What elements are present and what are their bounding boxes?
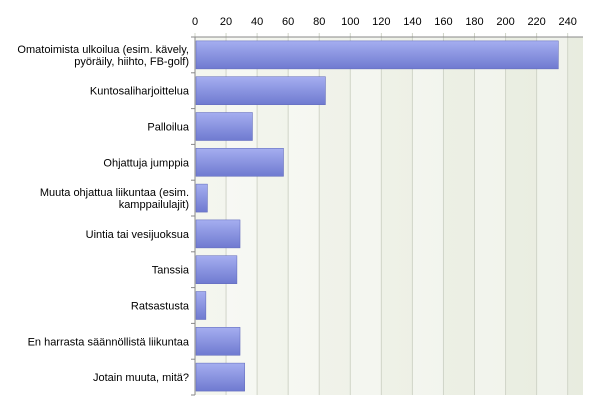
x-tick-label: 80 bbox=[313, 16, 325, 28]
category-label: Palloilua bbox=[147, 122, 189, 134]
x-tick-label: 20 bbox=[220, 16, 232, 28]
category-label: Jotain muuta, mitä? bbox=[93, 372, 189, 384]
x-tick-label: 180 bbox=[465, 16, 483, 28]
bar bbox=[195, 291, 207, 320]
category-label: kamppailulajit) bbox=[119, 199, 189, 211]
bar bbox=[195, 219, 241, 249]
grid-band bbox=[536, 37, 568, 395]
grid-band bbox=[412, 37, 444, 395]
x-tick-label: 0 bbox=[192, 16, 198, 28]
x-tick-label: 100 bbox=[341, 16, 359, 28]
x-tick-label: 120 bbox=[372, 16, 390, 28]
category-label: Tanssia bbox=[152, 265, 190, 277]
category-label: En harrasta säännöllistä liikuntaa bbox=[28, 336, 190, 348]
grid-band bbox=[350, 37, 382, 395]
x-tick-label: 40 bbox=[251, 16, 263, 28]
bar bbox=[195, 183, 208, 213]
category-label: Kuntosaliharjoittelua bbox=[90, 86, 190, 98]
category-label: Omatoimista ulkoilua (esim. kävely, bbox=[17, 44, 189, 56]
bar bbox=[195, 148, 284, 177]
axes bbox=[191, 36, 583, 396]
x-tick-label: 200 bbox=[496, 16, 514, 28]
category-label: Muuta ohjattua liikuntaa (esim. bbox=[40, 187, 189, 199]
x-tick-label: 160 bbox=[434, 16, 452, 28]
bar bbox=[195, 327, 241, 356]
x-tick-label: 240 bbox=[558, 16, 576, 28]
category-label: pyöräily, hiihto, FB-golf) bbox=[74, 56, 189, 68]
bar bbox=[195, 255, 238, 284]
bar bbox=[195, 362, 245, 392]
bar bbox=[195, 112, 253, 141]
bar bbox=[195, 40, 559, 70]
bar bbox=[195, 76, 326, 105]
grid-band bbox=[474, 37, 506, 395]
x-axis-tick-labels: 0 20 40 60 80 100 120 140 160 180 200 220 240 bbox=[192, 16, 577, 28]
category-label: Ohjattuja jumppia bbox=[103, 157, 189, 169]
category-label: Uintia tai vesijuoksua bbox=[86, 229, 190, 241]
bars bbox=[195, 40, 559, 392]
x-tick-label: 220 bbox=[527, 16, 545, 28]
x-tick-label: 140 bbox=[403, 16, 421, 28]
category-label: Ratsastusta bbox=[131, 301, 190, 313]
category-labels: Omatoimista ulkoilua (esim. kävely,pyörä… bbox=[17, 44, 189, 384]
x-tick-label: 60 bbox=[282, 16, 294, 28]
